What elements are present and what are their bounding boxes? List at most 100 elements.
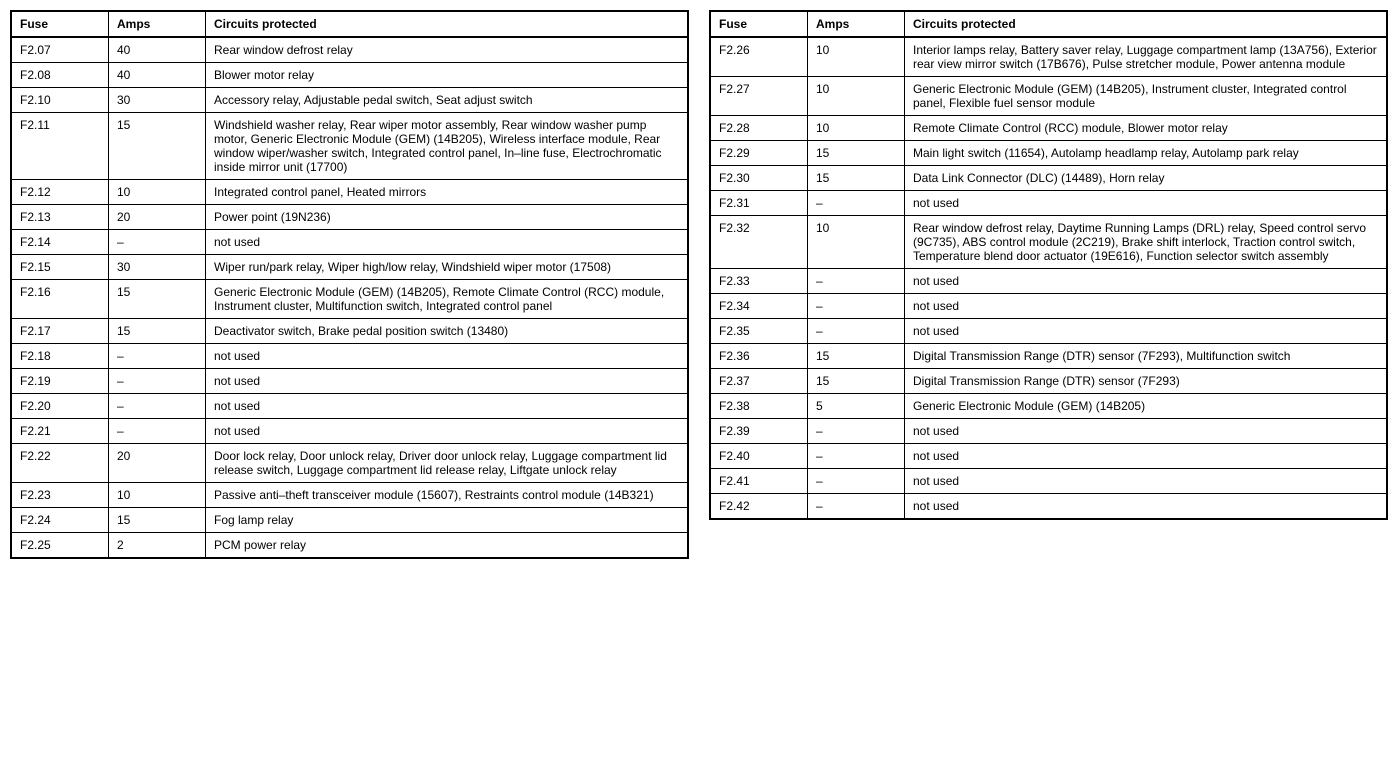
table-row: F2.2610Interior lamps relay, Battery sav… xyxy=(710,37,1387,77)
circuits-cell: Deactivator switch, Brake pedal position… xyxy=(206,319,689,344)
circuits-cell: Digital Transmission Range (DTR) sensor … xyxy=(905,344,1388,369)
fuse-cell: F2.39 xyxy=(710,419,808,444)
circuits-cell: not used xyxy=(206,419,689,444)
circuits-cell: not used xyxy=(206,344,689,369)
fuse-table-right: Fuse Amps Circuits protected F2.2610Inte… xyxy=(709,10,1388,520)
amps-cell: – xyxy=(808,469,905,494)
amps-cell: 30 xyxy=(109,88,206,113)
fuse-cell: F2.24 xyxy=(11,508,109,533)
table-row: F2.35–not used xyxy=(710,319,1387,344)
col-header-amps: Amps xyxy=(109,11,206,37)
circuits-cell: Rear window defrost relay xyxy=(206,37,689,63)
fuse-cell: F2.29 xyxy=(710,141,808,166)
table-row: F2.42–not used xyxy=(710,494,1387,520)
amps-cell: – xyxy=(808,494,905,520)
circuits-cell: Windshield washer relay, Rear wiper moto… xyxy=(206,113,689,180)
amps-cell: 10 xyxy=(808,77,905,116)
amps-cell: 15 xyxy=(808,369,905,394)
fuse-cell: F2.42 xyxy=(710,494,808,520)
fuse-cell: F2.25 xyxy=(11,533,109,559)
amps-cell: 15 xyxy=(808,141,905,166)
circuits-cell: Main light switch (11654), Autolamp head… xyxy=(905,141,1388,166)
table-row: F2.20–not used xyxy=(11,394,688,419)
amps-cell: – xyxy=(109,369,206,394)
fuse-cell: F2.35 xyxy=(710,319,808,344)
fuse-cell: F2.21 xyxy=(11,419,109,444)
amps-cell: 15 xyxy=(109,508,206,533)
amps-cell: 30 xyxy=(109,255,206,280)
col-header-fuse: Fuse xyxy=(11,11,109,37)
amps-cell: 15 xyxy=(109,113,206,180)
circuits-cell: not used xyxy=(905,444,1388,469)
amps-cell: – xyxy=(808,319,905,344)
fuse-cell: F2.22 xyxy=(11,444,109,483)
circuits-cell: Door lock relay, Door unlock relay, Driv… xyxy=(206,444,689,483)
fuse-cell: F2.23 xyxy=(11,483,109,508)
table-row: F2.3015Data Link Connector (DLC) (14489)… xyxy=(710,166,1387,191)
amps-cell: 15 xyxy=(808,344,905,369)
circuits-cell: not used xyxy=(206,230,689,255)
amps-cell: – xyxy=(109,394,206,419)
table-row: F2.1115Windshield washer relay, Rear wip… xyxy=(11,113,688,180)
amps-cell: – xyxy=(808,269,905,294)
circuits-cell: not used xyxy=(905,191,1388,216)
table-row: F2.31–not used xyxy=(710,191,1387,216)
fuse-cell: F2.07 xyxy=(11,37,109,63)
circuits-cell: Rear window defrost relay, Daytime Runni… xyxy=(905,216,1388,269)
table-row: F2.2415Fog lamp relay xyxy=(11,508,688,533)
circuits-cell: not used xyxy=(905,294,1388,319)
fuse-cell: F2.11 xyxy=(11,113,109,180)
circuits-cell: not used xyxy=(905,269,1388,294)
circuits-cell: Generic Electronic Module (GEM) (14B205) xyxy=(905,394,1388,419)
amps-cell: 10 xyxy=(808,216,905,269)
circuits-cell: Passive anti–theft transceiver module (1… xyxy=(206,483,689,508)
fuse-cell: F2.37 xyxy=(710,369,808,394)
col-header-circuits: Circuits protected xyxy=(206,11,689,37)
table-row: F2.14–not used xyxy=(11,230,688,255)
fuse-cell: F2.36 xyxy=(710,344,808,369)
fuse-cell: F2.16 xyxy=(11,280,109,319)
fuse-cell: F2.26 xyxy=(710,37,808,77)
fuse-cell: F2.34 xyxy=(710,294,808,319)
col-header-amps: Amps xyxy=(808,11,905,37)
col-header-circuits: Circuits protected xyxy=(905,11,1388,37)
fuse-cell: F2.32 xyxy=(710,216,808,269)
table-row: F2.1615Generic Electronic Module (GEM) (… xyxy=(11,280,688,319)
table-row: F2.33–not used xyxy=(710,269,1387,294)
table-row: F2.2310Passive anti–theft transceiver mo… xyxy=(11,483,688,508)
fuse-cell: F2.40 xyxy=(710,444,808,469)
table-row: F2.0840Blower motor relay xyxy=(11,63,688,88)
table-row: F2.385Generic Electronic Module (GEM) (1… xyxy=(710,394,1387,419)
circuits-cell: Fog lamp relay xyxy=(206,508,689,533)
circuits-cell: Digital Transmission Range (DTR) sensor … xyxy=(905,369,1388,394)
amps-cell: – xyxy=(808,294,905,319)
amps-cell: 15 xyxy=(808,166,905,191)
fuse-cell: F2.20 xyxy=(11,394,109,419)
table-row: F2.1715Deactivator switch, Brake pedal p… xyxy=(11,319,688,344)
fuse-cell: F2.08 xyxy=(11,63,109,88)
amps-cell: 5 xyxy=(808,394,905,419)
circuits-cell: PCM power relay xyxy=(206,533,689,559)
table-row: F2.2810Remote Climate Control (RCC) modu… xyxy=(710,116,1387,141)
table-row: F2.3715Digital Transmission Range (DTR) … xyxy=(710,369,1387,394)
circuits-cell: not used xyxy=(206,369,689,394)
circuits-cell: Integrated control panel, Heated mirrors xyxy=(206,180,689,205)
table-row: F2.1320Power point (19N236) xyxy=(11,205,688,230)
fuse-cell: F2.14 xyxy=(11,230,109,255)
table-row: F2.34–not used xyxy=(710,294,1387,319)
circuits-cell: Accessory relay, Adjustable pedal switch… xyxy=(206,88,689,113)
fuse-cell: F2.33 xyxy=(710,269,808,294)
amps-cell: – xyxy=(109,344,206,369)
amps-cell: – xyxy=(808,419,905,444)
fuse-cell: F2.38 xyxy=(710,394,808,419)
amps-cell: 10 xyxy=(808,37,905,77)
fuse-cell: F2.30 xyxy=(710,166,808,191)
table-row: F2.1530Wiper run/park relay, Wiper high/… xyxy=(11,255,688,280)
amps-cell: 10 xyxy=(109,483,206,508)
table-row: F2.41–not used xyxy=(710,469,1387,494)
table-row: F2.2915Main light switch (11654), Autola… xyxy=(710,141,1387,166)
table-header-row: Fuse Amps Circuits protected xyxy=(11,11,688,37)
amps-cell: – xyxy=(808,191,905,216)
circuits-cell: Power point (19N236) xyxy=(206,205,689,230)
amps-cell: – xyxy=(808,444,905,469)
